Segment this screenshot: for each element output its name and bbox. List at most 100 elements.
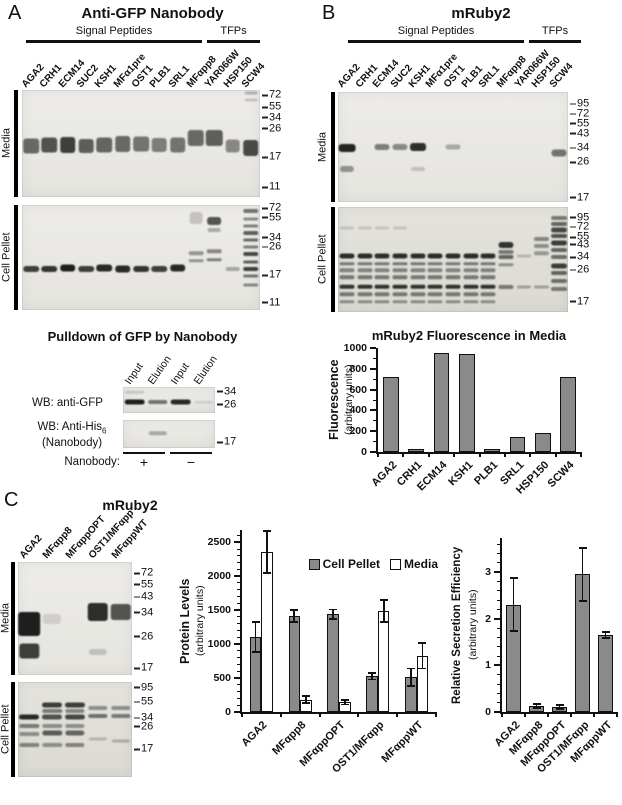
mw-value: 55 (577, 230, 590, 243)
mw-marker-95: 95 (570, 212, 589, 223)
blot-band (374, 261, 390, 266)
mw-dash (134, 583, 140, 586)
blot-band (65, 730, 85, 736)
mw-dash (134, 635, 140, 638)
mw-value: 17 (269, 150, 282, 163)
error-bar (535, 703, 538, 709)
blot-band (498, 250, 514, 255)
mw-marker-34: 34 (217, 386, 236, 397)
bar-OST1/MFαpp-Cell Pellet (366, 676, 378, 712)
mw-dash (262, 116, 268, 119)
blot-band (42, 742, 62, 747)
blot-band (225, 267, 240, 272)
y-minor-tick (237, 697, 240, 699)
error-bar (332, 609, 335, 619)
panel-b-pellet-markers: 95 72 55 43 34 26 17 (570, 207, 600, 312)
blot-band (65, 708, 85, 713)
blot-band (206, 249, 222, 253)
mw-value: 26 (269, 122, 282, 135)
nanobody-paren-text: (Nanobody) (41, 437, 103, 450)
y-tick (234, 609, 240, 612)
y-minor-tick (373, 357, 376, 359)
pulldown-title: Pulldown of GFP by Nanobody (47, 329, 238, 344)
blot-band (534, 251, 549, 255)
panel-a-letter: A (8, 2, 22, 24)
nanobody-label: Nanobody: (64, 456, 120, 468)
mw-dash (217, 390, 223, 393)
x-boundary-tick (503, 452, 506, 457)
blot-band (427, 275, 443, 280)
blot-band (374, 299, 390, 304)
blot-band (65, 742, 85, 747)
mw-value: 43 (577, 127, 590, 140)
error-cap-top (302, 695, 311, 698)
blot-band (357, 284, 373, 290)
mw-marker-55: 55 (134, 696, 153, 707)
mw-marker-17: 17 (262, 269, 281, 281)
panel-a-lane-labels: AGA2 CRH1 ECM14 SUC2 KSH1 MFα1pre OST1 PLB1 SRL1… (20, 44, 267, 90)
blot-band (114, 265, 131, 273)
mw-value: 43 (141, 590, 154, 603)
mw-value: 17 (577, 191, 590, 204)
mw-dash (262, 94, 268, 97)
mw-marker-95: 95 (570, 98, 589, 110)
panel-a-media-markers: 72 55 34 26 17 11 (262, 88, 292, 197)
y-tick (494, 664, 500, 667)
bar-KSH1 (458, 353, 475, 452)
y-axis (500, 538, 502, 714)
y-tick-label: 0 (361, 446, 367, 458)
blot-band (339, 226, 354, 230)
bar-SRL1 (509, 436, 526, 452)
y-minor-tick (237, 582, 240, 584)
mw-value: 95 (577, 211, 590, 223)
mw-dash (570, 226, 576, 228)
mw-value: 26 (577, 155, 590, 168)
y-minor-tick (373, 399, 376, 401)
blot-band (427, 284, 443, 290)
y-tick-label: 800 (349, 362, 367, 375)
mw-dash (262, 246, 268, 248)
wb-anti-his-label: WB: Anti-His6 (Nanobody) (24, 420, 120, 451)
panel-c: C mRuby2 AGA2 MFαpp8 MFαppOPT OST1/MFαpp MFα… (0, 487, 622, 789)
mw-marker-26: 26 (262, 241, 281, 253)
y-tick (234, 711, 240, 713)
blot-band (445, 253, 461, 259)
y-minor-tick (497, 580, 500, 582)
blot-band (188, 258, 204, 263)
mw-dash (262, 106, 268, 108)
blot-band (187, 130, 205, 147)
error-cap-bottom (406, 685, 415, 688)
x-boundary-tick (377, 452, 379, 457)
blot-band (392, 144, 408, 150)
bar-SCW4 (560, 377, 577, 452)
blot-band (480, 253, 496, 259)
nanobody-minus-rule (170, 452, 212, 454)
y-tick (234, 575, 240, 578)
error-cap-bottom (532, 707, 541, 710)
lane-label-Elution: Elution (145, 353, 174, 387)
panel-a-title: Anti-GFP Nanobody (81, 5, 224, 22)
panel-a-media-row-bar (14, 90, 18, 197)
x-boundary-tick (402, 452, 405, 457)
mw-marker-72: 72 (134, 567, 153, 579)
mw-value: 72 (269, 88, 282, 101)
blot-band (205, 130, 223, 147)
error-bar (371, 672, 373, 680)
panel-c-title: mRuby2 (102, 497, 158, 513)
y-minor-tick (237, 650, 240, 652)
mw-value: 72 (577, 107, 590, 120)
mw-marker-72: 72 (570, 107, 590, 120)
mw-marker-11: 11 (262, 181, 280, 193)
mw-dash (134, 717, 140, 719)
y-minor-tick (237, 534, 240, 536)
error-cap-top (329, 608, 338, 611)
legend-swatch-Media (389, 558, 401, 570)
y-minor-tick (237, 616, 240, 618)
y-tick-label: 1 (485, 659, 491, 672)
blot-band (427, 268, 443, 272)
his-subscript: 6 (102, 426, 107, 436)
blot-band (207, 228, 221, 233)
panel-a-tfps-label: TFPs (220, 25, 247, 37)
error-cap-bottom (379, 620, 388, 623)
blot-band (59, 264, 76, 272)
